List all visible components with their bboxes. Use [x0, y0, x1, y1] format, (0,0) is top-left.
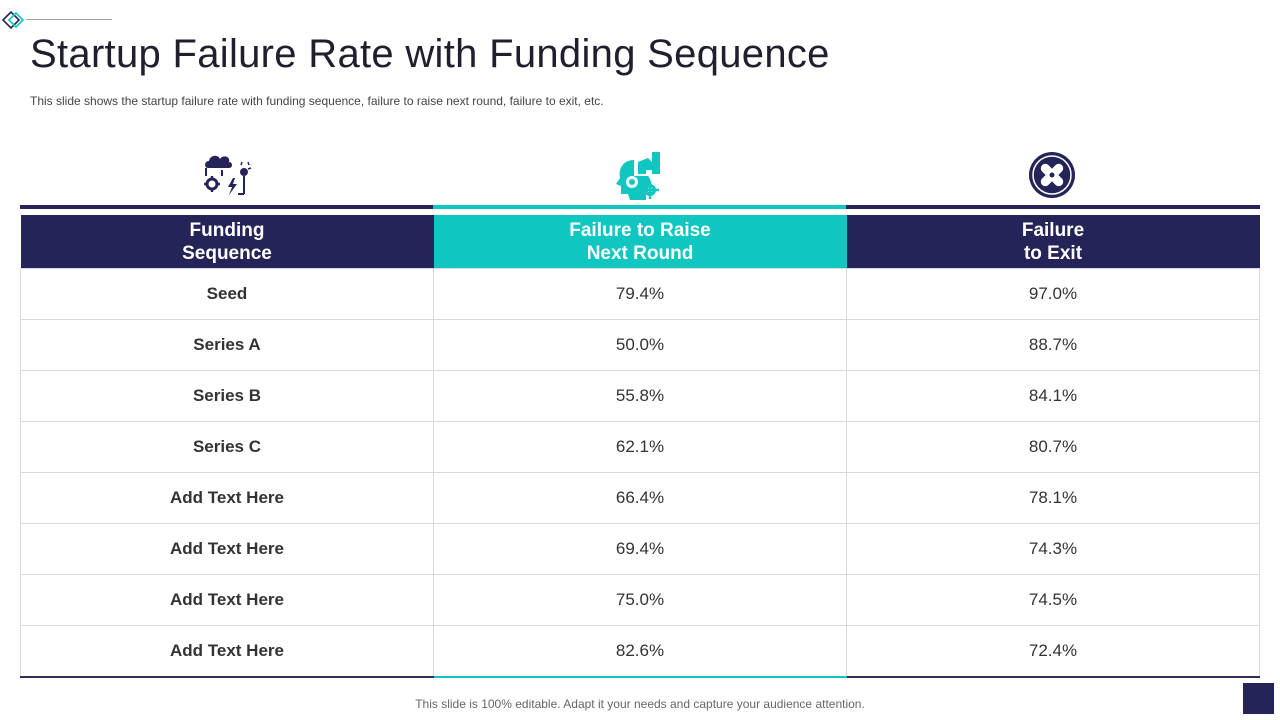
corner-accent-square: [1243, 683, 1274, 714]
page-title: Startup Failure Rate with Funding Sequen…: [30, 32, 830, 76]
row-label: Add Text Here: [20, 625, 434, 678]
row-label: Add Text Here: [20, 472, 434, 524]
table-header-row: Funding Sequence Failure to Raise Next R…: [20, 215, 1260, 269]
header-failure-to-raise: Failure to Raise Next Round: [433, 215, 847, 269]
failure-to-raise-value: 55.8%: [433, 370, 847, 422]
accent-bar-teal: [433, 205, 846, 209]
row-label: Series C: [20, 421, 434, 473]
failure-to-exit-value: 78.1%: [846, 472, 1260, 524]
accent-bar-navy-1: [20, 205, 433, 209]
failure-to-exit-value: 80.7%: [846, 421, 1260, 473]
failure-to-exit-value: 72.4%: [846, 625, 1260, 678]
failure-to-raise-value: 75.0%: [433, 574, 847, 626]
funding-failure-table: Funding Sequence Failure to Raise Next R…: [20, 215, 1260, 678]
row-label: Seed: [20, 268, 434, 320]
table-row: Add Text Here 69.4% 74.3%: [20, 523, 1260, 575]
table-row: Add Text Here 66.4% 78.1%: [20, 472, 1260, 524]
table-row: Add Text Here 75.0% 74.5%: [20, 574, 1260, 626]
failure-to-exit-value: 74.3%: [846, 523, 1260, 575]
table-row: Series B 55.8% 84.1%: [20, 370, 1260, 422]
failure-to-raise-value: 79.4%: [433, 268, 847, 320]
logo-divider-line: [26, 19, 112, 20]
failure-to-raise-value: 50.0%: [433, 319, 847, 371]
footer-note: This slide is 100% editable. Adapt it yo…: [415, 697, 865, 711]
row-label: Series A: [20, 319, 434, 371]
header-funding-sequence: Funding Sequence: [20, 215, 434, 269]
table-row: Series C 62.1% 80.7%: [20, 421, 1260, 473]
failure-to-raise-value: 62.1%: [433, 421, 847, 473]
cloud-gear-idea-icon: [200, 148, 256, 204]
failure-to-exit-value: 88.7%: [846, 319, 1260, 371]
row-label: Add Text Here: [20, 574, 434, 626]
row-label: Series B: [20, 370, 434, 422]
table-row: Seed 79.4% 97.0%: [20, 268, 1260, 320]
failure-to-exit-value: 74.5%: [846, 574, 1260, 626]
page-subtitle: This slide shows the startup failure rat…: [30, 94, 604, 108]
cross-circle-icon: [1026, 148, 1082, 204]
failure-to-exit-value: 97.0%: [846, 268, 1260, 320]
failure-to-raise-value: 82.6%: [433, 625, 847, 678]
table-row: Series A 50.0% 88.7%: [20, 319, 1260, 371]
failure-to-exit-value: 84.1%: [846, 370, 1260, 422]
header-failure-to-exit: Failure to Exit: [846, 215, 1260, 269]
failure-to-raise-value: 66.4%: [433, 472, 847, 524]
diamond-logo-icon: [1, 10, 25, 30]
head-gears-hand-icon: [612, 148, 668, 204]
accent-bar-navy-2: [846, 205, 1260, 209]
table-row: Add Text Here 82.6% 72.4%: [20, 625, 1260, 678]
row-label: Add Text Here: [20, 523, 434, 575]
failure-to-raise-value: 69.4%: [433, 523, 847, 575]
